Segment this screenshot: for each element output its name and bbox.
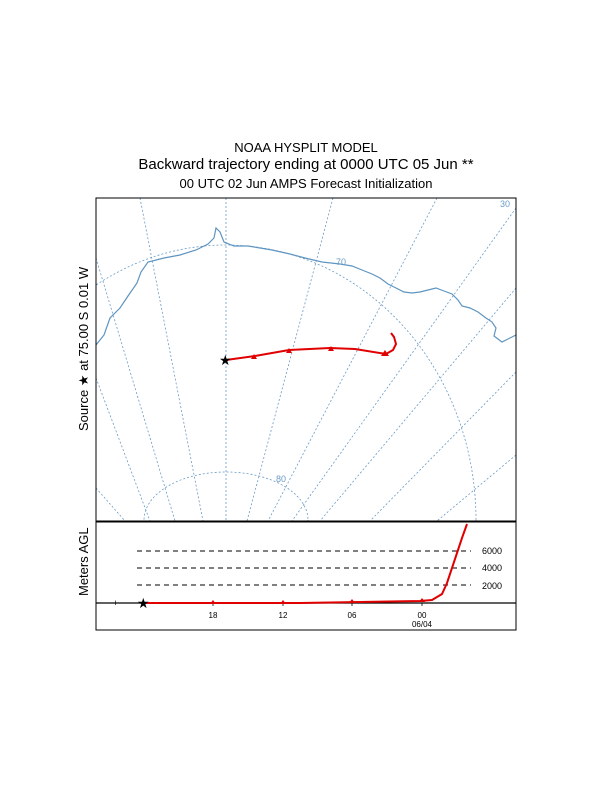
meridian-line: [436, 454, 516, 521]
latitude-label-lower: 80: [276, 474, 286, 484]
triangle-icon: [328, 346, 334, 351]
date-label: 06/04: [412, 620, 433, 629]
meridian-line: [96, 487, 126, 521]
latitude-label-upper: 70: [336, 257, 346, 267]
star-icon: ★: [137, 595, 150, 611]
profile-ylabel: Meters AGL: [76, 527, 91, 596]
source-location-label: Source ★ at 75.00 S 0.01 W: [76, 266, 91, 431]
triangle-icon: [251, 354, 257, 359]
triangle-icon: [381, 350, 389, 356]
trajectory-markers: [251, 346, 389, 359]
map-frame: [95, 197, 517, 522]
meridian-label: 30: [500, 199, 510, 209]
height-trajectory: [143, 523, 468, 604]
time-tick-label: 12: [279, 611, 288, 620]
meridian-line: [369, 371, 516, 521]
meridian-line: [96, 257, 176, 521]
triangle-icon: [210, 600, 216, 604]
triangle-icon: [419, 598, 425, 602]
map-area: 30 70 80 ★: [96, 198, 516, 521]
title-initialization: 00 UTC 02 Jun AMPS Forecast Initializati…: [179, 176, 433, 191]
level-label: 2000: [482, 581, 502, 591]
triangle-icon: [286, 348, 292, 353]
height-levels: [137, 550, 471, 586]
meridian-line: [291, 207, 516, 521]
level-label: 6000: [482, 546, 502, 556]
time-tick-label: 06: [348, 611, 357, 620]
time-tick-label: 18: [209, 611, 218, 620]
profile-frame: [95, 521, 517, 631]
meridian-line: [96, 377, 151, 521]
parallel-line: [96, 244, 477, 521]
height-trajectory-markers: [210, 598, 425, 604]
triangle-icon: [280, 600, 286, 604]
meridian-line: [139, 198, 204, 521]
antarctic-coastline: [96, 226, 516, 346]
title-trajectory: Backward trajectory ending at 0000 UTC 0…: [138, 156, 474, 173]
meridian-line: [319, 287, 516, 521]
level-label: 4000: [482, 563, 502, 573]
time-tick-labels: 18 12 06 00 06/04: [209, 611, 433, 629]
star-icon: ★: [219, 352, 232, 368]
trajectory-path: [225, 332, 398, 361]
meridian-line: [267, 198, 438, 521]
graticule-labels: 30 70 80: [276, 199, 510, 484]
parallel-line: [143, 471, 309, 521]
triangle-icon: [349, 599, 355, 603]
title-model: NOAA HYSPLIT MODEL: [234, 140, 378, 155]
meridian-line: [246, 198, 334, 521]
arrow-marker-icon: +: [113, 598, 118, 608]
height-level-labels: 6000 4000 2000: [482, 546, 502, 591]
time-tick-label: 00: [418, 611, 427, 620]
